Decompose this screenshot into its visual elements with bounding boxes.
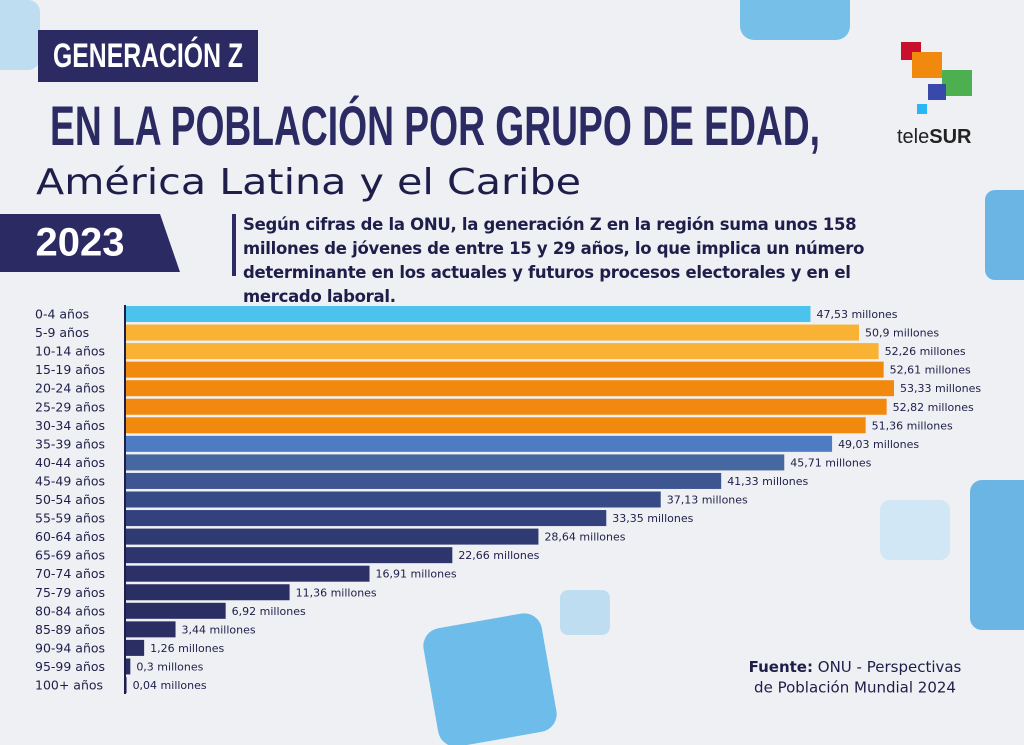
category-label: 20-24 años bbox=[35, 381, 105, 396]
logo-square bbox=[928, 84, 946, 100]
decor bbox=[0, 0, 40, 70]
category-label: 75-79 años bbox=[35, 585, 105, 600]
category-label: 100+ años bbox=[35, 678, 103, 693]
title: EN LA POBLACIÓN POR GRUPO DE EDAD, bbox=[50, 94, 820, 157]
value-label: 49,03 millones bbox=[838, 438, 919, 451]
bar bbox=[126, 343, 879, 360]
bar bbox=[126, 528, 539, 545]
value-label: 11,36 millones bbox=[296, 586, 377, 599]
decor bbox=[560, 590, 610, 635]
source: de Población Mundial 2024 bbox=[754, 679, 956, 697]
category-label: 65-69 años bbox=[35, 548, 105, 563]
bar bbox=[126, 639, 145, 656]
bar bbox=[126, 417, 866, 434]
bar bbox=[126, 602, 226, 619]
category-label: 30-34 años bbox=[35, 418, 105, 433]
logo-square bbox=[912, 52, 942, 78]
description: Según cifras de la ONU, la generación Z … bbox=[243, 215, 865, 306]
source: Fuente: ONU - Perspectivas bbox=[749, 658, 962, 676]
logo-square bbox=[917, 104, 927, 114]
decor bbox=[985, 190, 1024, 280]
tag: GENERACIÓN Z bbox=[53, 37, 243, 75]
bar bbox=[126, 547, 453, 564]
value-label: 52,61 millones bbox=[890, 364, 971, 377]
decor bbox=[423, 613, 557, 745]
category-label: 5-9 años bbox=[35, 325, 89, 340]
category-label: 40-44 años bbox=[35, 455, 105, 470]
value-label: 47,53 millones bbox=[816, 308, 897, 321]
category-label: 60-64 años bbox=[35, 529, 105, 544]
category-label: 15-19 años bbox=[35, 362, 105, 377]
category-label: 95-99 años bbox=[35, 659, 105, 674]
value-label: 1,26 millones bbox=[150, 642, 224, 655]
year: 2023 bbox=[36, 221, 125, 265]
category-label: 10-14 años bbox=[35, 344, 105, 359]
bar bbox=[126, 472, 722, 489]
category-label: 45-49 años bbox=[35, 473, 105, 488]
bar bbox=[126, 565, 370, 582]
category-label: 0-4 años bbox=[35, 307, 89, 322]
value-label: 22,66 millones bbox=[458, 549, 539, 562]
bar bbox=[126, 510, 607, 527]
value-label: 37,13 millones bbox=[667, 494, 748, 507]
bar bbox=[126, 361, 884, 378]
category-label: 80-84 años bbox=[35, 603, 105, 618]
value-label: 16,91 millones bbox=[376, 568, 457, 581]
bar bbox=[126, 621, 176, 638]
bar bbox=[126, 454, 785, 471]
tag-box bbox=[38, 30, 258, 82]
value-label: 0,04 millones bbox=[133, 679, 207, 692]
bar bbox=[126, 435, 833, 452]
value-label: 53,33 millones bbox=[900, 382, 981, 395]
value-label: 52,82 millones bbox=[893, 401, 974, 414]
category-label: 90-94 años bbox=[35, 640, 105, 655]
bar bbox=[126, 324, 860, 341]
category-label: 50-54 años bbox=[35, 492, 105, 507]
bar bbox=[126, 306, 811, 322]
year-box bbox=[0, 214, 180, 272]
category-label: 85-89 años bbox=[35, 622, 105, 637]
subtitle: América Latina y el Caribe bbox=[36, 162, 581, 203]
value-label: 51,36 millones bbox=[872, 419, 953, 432]
decor bbox=[880, 500, 950, 560]
category-label: 25-29 años bbox=[35, 399, 105, 414]
decor bbox=[740, 0, 850, 40]
value-label: 28,64 millones bbox=[544, 531, 625, 544]
bar bbox=[126, 398, 887, 415]
value-label: 3,44 millones bbox=[182, 623, 256, 636]
value-label: 0,3 millones bbox=[136, 660, 203, 673]
logo-square bbox=[942, 70, 972, 96]
category-label: 55-59 años bbox=[35, 511, 105, 526]
value-label: 6,92 millones bbox=[232, 605, 306, 618]
value-label: 33,35 millones bbox=[612, 512, 693, 525]
bar bbox=[126, 658, 131, 675]
value-label: 52,26 millones bbox=[885, 345, 966, 358]
value-label: 41,33 millones bbox=[727, 475, 808, 488]
bar bbox=[126, 380, 894, 397]
bar bbox=[126, 677, 127, 693]
bar bbox=[126, 491, 661, 508]
value-label: 50,9 millones bbox=[865, 327, 939, 340]
bar bbox=[126, 584, 290, 601]
logo: teleSUR bbox=[897, 126, 972, 148]
category-label: 70-74 años bbox=[35, 566, 105, 581]
desc-rule bbox=[232, 214, 236, 276]
value-label: 45,71 millones bbox=[790, 456, 871, 469]
category-label: 35-39 años bbox=[35, 436, 105, 451]
decor bbox=[970, 480, 1024, 630]
